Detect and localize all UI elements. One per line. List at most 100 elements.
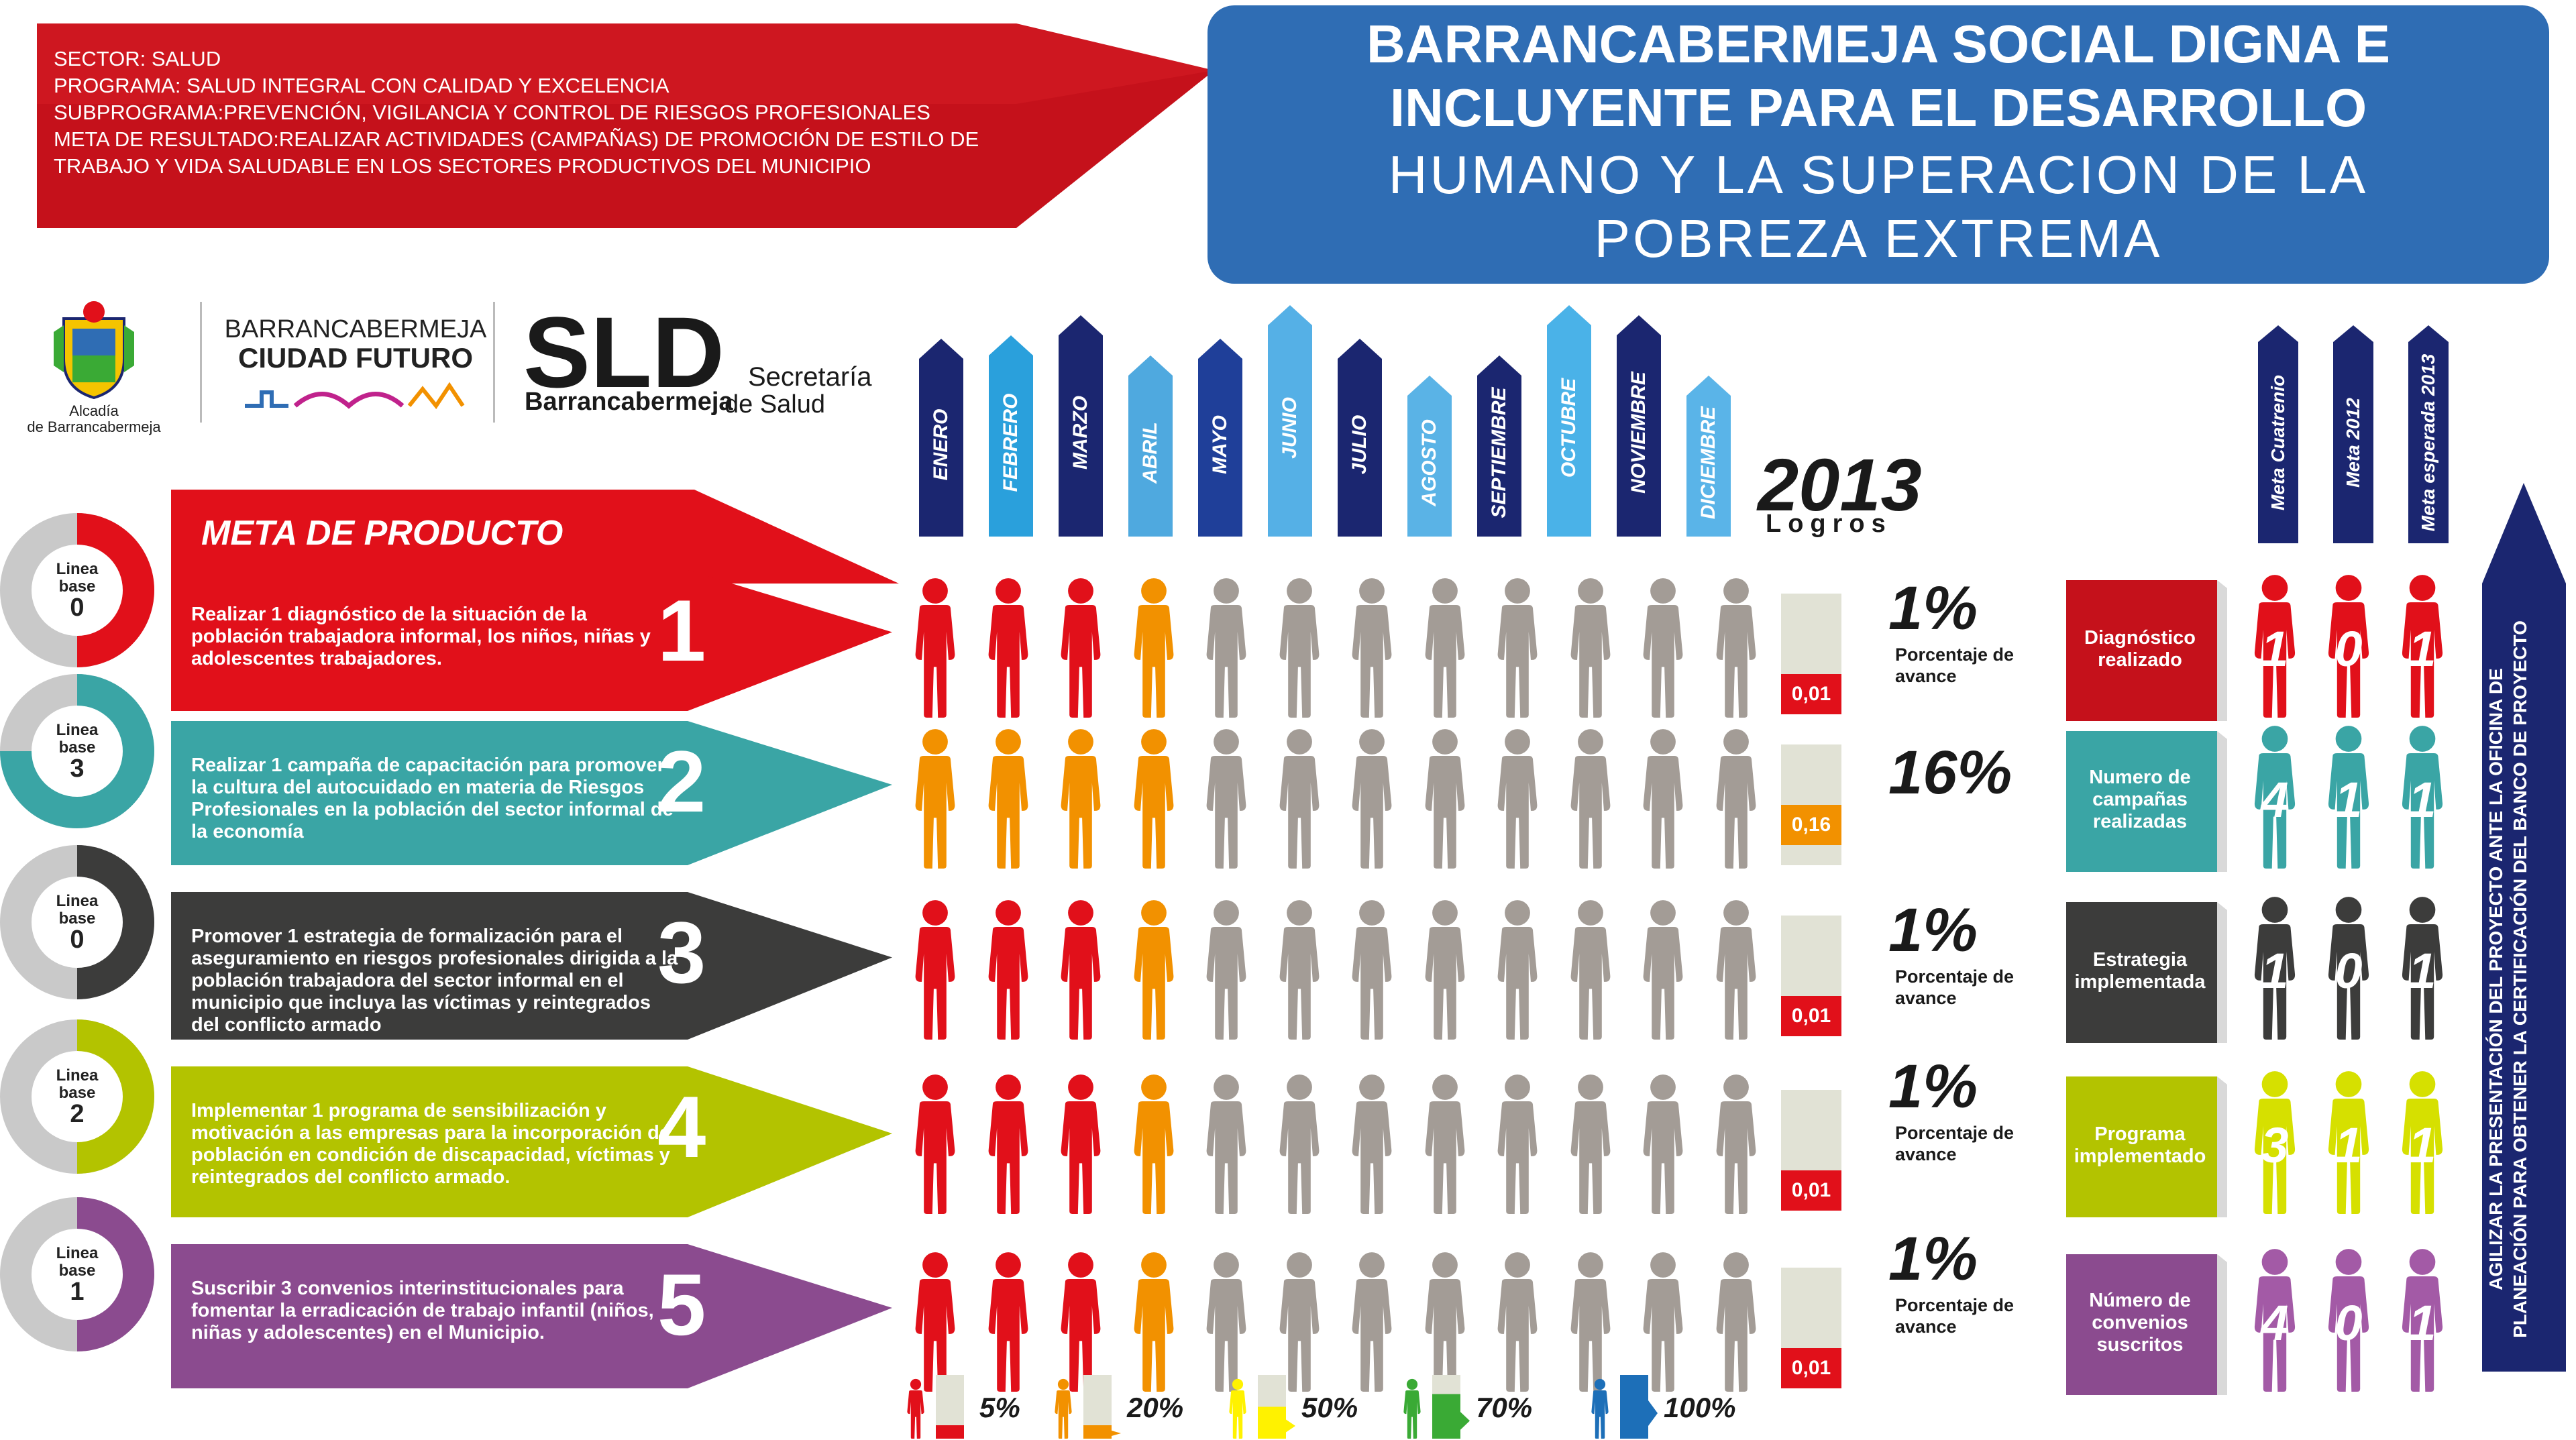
linea-base-ring bbox=[0, 513, 154, 667]
month-arrow-agosto bbox=[1407, 376, 1452, 537]
person-figure-gray bbox=[1425, 1252, 1464, 1392]
product-text: Suscribir 3 convenios interinstitucional… bbox=[191, 1278, 654, 1343]
product-number: 4 bbox=[657, 1078, 706, 1176]
linea-base-label-1: Linea bbox=[56, 1244, 99, 1262]
person-figure-red bbox=[1061, 1074, 1101, 1214]
year-label: 2013 bbox=[1758, 444, 1922, 527]
legend-person-yellow bbox=[1229, 1378, 1246, 1439]
person-figure-red bbox=[1061, 578, 1101, 718]
person-figure-gray bbox=[1643, 729, 1683, 869]
product-arrow-4 bbox=[171, 1066, 892, 1217]
header-meta-resultado-2: TRABAJO Y VIDA SALUDABLE EN LOS SECTORES… bbox=[54, 154, 871, 178]
percent-value: 1% bbox=[1888, 1225, 1978, 1293]
linea-base-ring bbox=[0, 1019, 154, 1174]
indicator-box bbox=[2066, 731, 2227, 872]
meta-figure bbox=[2254, 1071, 2296, 1214]
progress-value: 0,01 bbox=[1781, 996, 1841, 1036]
meta-figure bbox=[2328, 1249, 2369, 1392]
month-label: ENERO bbox=[930, 408, 952, 480]
legend-bar-blue bbox=[1620, 1375, 1658, 1439]
percent-label-2: avance bbox=[1895, 1317, 1957, 1337]
product-text: Promover 1 estrategia de formalización p… bbox=[191, 926, 678, 1036]
sld-wordmark: SLD bbox=[523, 296, 724, 408]
person-figure-gray bbox=[1570, 900, 1610, 1040]
product-number: 5 bbox=[657, 1256, 706, 1353]
month-label: OCTUBRE bbox=[1558, 378, 1580, 478]
meta-value: 1 bbox=[2408, 1117, 2436, 1173]
linea-base-label-2: base bbox=[58, 909, 96, 928]
logo-divider-2 bbox=[493, 302, 495, 423]
progress-bar bbox=[1781, 1268, 1841, 1388]
person-figure-red bbox=[915, 900, 955, 1040]
person-figure-gray bbox=[1497, 1074, 1538, 1214]
person-figure-gray bbox=[1425, 1074, 1464, 1214]
legend-bar-red bbox=[936, 1375, 964, 1439]
percent-label-2: avance bbox=[1895, 1144, 1957, 1164]
month-arrow-abril bbox=[1128, 355, 1173, 537]
month-label: MAYO bbox=[1209, 414, 1231, 474]
person-figure-gray bbox=[1279, 1074, 1319, 1214]
linea-base-label-1: Linea bbox=[56, 892, 99, 910]
title-line-4: POBREZA EXTREMA bbox=[1594, 209, 2163, 268]
percent-label-1: Porcentaje de bbox=[1895, 1123, 2015, 1143]
meta-figure bbox=[2328, 1071, 2369, 1214]
month-arrow-julio bbox=[1338, 339, 1382, 537]
person-figure-gray bbox=[1497, 900, 1538, 1040]
person-figure-orange bbox=[1134, 1074, 1173, 1214]
linea-base-value: 1 bbox=[70, 1278, 85, 1306]
percent-label-1: Porcentaje de bbox=[1895, 645, 2015, 665]
meta-header-label: Meta esperada 2013 bbox=[2418, 353, 2438, 532]
linea-base-value: 0 bbox=[70, 594, 85, 622]
product-number: 2 bbox=[657, 732, 706, 830]
legend-label: 70% bbox=[1476, 1392, 1533, 1423]
product-number: 1 bbox=[657, 581, 706, 679]
meta-value: 4 bbox=[2261, 1295, 2289, 1351]
title-line-2: INCLUYENTE PARA EL DESARROLLO bbox=[1389, 78, 2367, 137]
month-label: NOVIEMBRE bbox=[1627, 372, 1650, 494]
meta-header-arrow bbox=[2333, 325, 2373, 543]
legend-label: 50% bbox=[1301, 1392, 1358, 1423]
legend-person-blue bbox=[1591, 1378, 1609, 1439]
linea-base-label-1: Linea bbox=[56, 721, 99, 739]
linea-base-label-2: base bbox=[58, 1262, 96, 1280]
month-label: ABRIL bbox=[1139, 422, 1161, 484]
percent-label-2: avance bbox=[1895, 988, 1957, 1008]
person-figure-gray bbox=[1352, 900, 1392, 1040]
meta-value: 1 bbox=[2408, 772, 2436, 828]
person-figure-gray bbox=[1352, 729, 1392, 869]
indicator-box bbox=[2066, 902, 2227, 1043]
legend-label: 100% bbox=[1664, 1392, 1736, 1423]
header-subprograma: SUBPROGRAMA:PREVENCIÓN, VIGILANCIA Y CON… bbox=[54, 101, 930, 124]
person-figure-gray bbox=[1206, 1252, 1246, 1392]
percent-value: 1% bbox=[1888, 574, 1978, 643]
person-figure-gray bbox=[1425, 729, 1464, 869]
indicator-label: Número de convenios suscritos bbox=[2089, 1290, 2191, 1355]
person-figure-gray bbox=[1716, 900, 1756, 1040]
percent-value: 1% bbox=[1888, 1052, 1978, 1121]
product-arrow-1 bbox=[171, 570, 892, 711]
product-text: Realizar 1 campaña de capacitación para … bbox=[191, 755, 674, 842]
linea-base-value: 3 bbox=[70, 755, 85, 783]
meta-figure bbox=[2402, 575, 2443, 718]
meta-producto-title: META DE PRODUCTO bbox=[201, 514, 564, 553]
person-figure-gray bbox=[1497, 729, 1538, 869]
coat-of-arms-icon bbox=[54, 301, 134, 399]
month-arrow-febrero bbox=[989, 335, 1033, 537]
skyline-icon bbox=[245, 382, 465, 410]
progress-value: 0,01 bbox=[1781, 1170, 1841, 1211]
meta-figure bbox=[2328, 575, 2369, 718]
person-figure-gray bbox=[1570, 1252, 1610, 1392]
person-figure-orange bbox=[1134, 1252, 1173, 1392]
month-label: SEPTIEMBRE bbox=[1488, 387, 1510, 518]
product-arrow-5 bbox=[171, 1244, 892, 1388]
indicator-box bbox=[2066, 1076, 2227, 1217]
alcaldia-label-1: Alcadía bbox=[69, 402, 119, 419]
meta-value: 1 bbox=[2408, 1295, 2436, 1351]
meta-producto-arrow bbox=[171, 490, 899, 584]
logo-divider-1 bbox=[200, 302, 202, 423]
sld-sub: Barrancabermeja bbox=[525, 388, 733, 416]
meta-figure bbox=[2402, 1249, 2443, 1392]
person-figure-gray bbox=[1497, 1252, 1538, 1392]
month-arrow-enero bbox=[919, 339, 963, 537]
month-arrow-septiembre bbox=[1477, 355, 1521, 537]
